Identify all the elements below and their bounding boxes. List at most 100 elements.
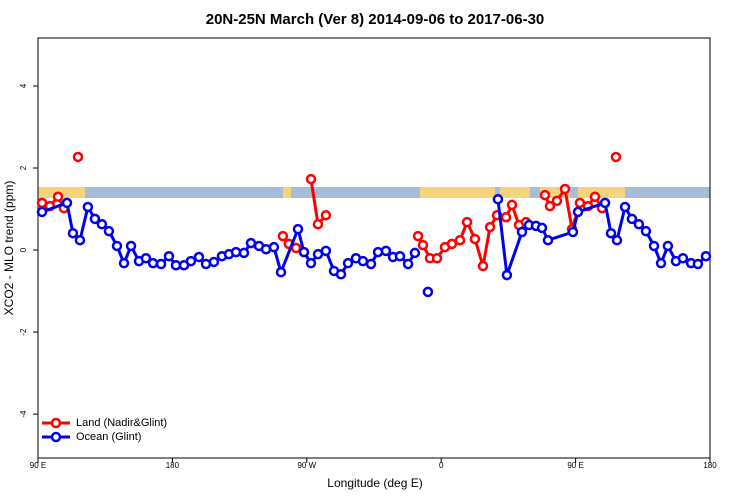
data-point <box>417 239 429 251</box>
x-axis-label: Longitude (deg E) <box>327 476 422 490</box>
data-point <box>312 218 324 230</box>
data-point <box>89 213 101 225</box>
data-point <box>305 173 317 185</box>
data-point <box>611 234 623 246</box>
data-point <box>692 258 704 270</box>
data-point <box>72 151 84 163</box>
data-point <box>640 225 652 237</box>
data-point <box>118 257 130 269</box>
data-point <box>268 241 280 253</box>
data-point <box>67 227 79 239</box>
data-point <box>484 221 496 233</box>
data-point <box>551 195 563 207</box>
data-point <box>567 226 579 238</box>
data-point <box>700 250 712 262</box>
data-point <box>103 225 115 237</box>
data-point <box>619 201 631 213</box>
x-tick-label: 90 W <box>297 461 316 470</box>
data-point <box>477 260 489 272</box>
data-point <box>140 253 152 264</box>
data-point <box>245 237 257 249</box>
y-tick-label: 2 <box>19 165 28 170</box>
x-tick-label: 180 <box>166 461 180 470</box>
data-point <box>610 151 622 163</box>
data-point <box>536 222 548 234</box>
legend-label: Land (Nadir&Glint) <box>76 417 167 429</box>
y-tick-label: -4 <box>19 410 28 418</box>
data-point <box>648 240 660 252</box>
data-point <box>125 240 137 252</box>
data-point <box>372 246 384 258</box>
data-point <box>298 246 310 258</box>
data-point <box>365 258 377 270</box>
data-point <box>662 240 674 252</box>
data-point <box>461 216 473 228</box>
data-point <box>599 197 611 209</box>
data-point <box>572 206 584 218</box>
data-point <box>500 211 512 223</box>
data-point <box>320 245 332 257</box>
data-point <box>469 233 481 245</box>
data-point <box>61 197 73 209</box>
data-point <box>275 266 287 278</box>
data-point <box>446 238 458 250</box>
data-point <box>335 269 347 280</box>
data-point <box>516 226 528 238</box>
data-point <box>170 259 182 271</box>
data-point <box>412 230 424 242</box>
data-point <box>655 257 667 269</box>
data-point <box>454 234 466 246</box>
legend-label: Ocean (Glint) <box>76 431 141 443</box>
data-point <box>501 269 513 281</box>
data-point <box>163 250 175 262</box>
data-point <box>111 240 123 252</box>
plot-frame <box>37 37 711 459</box>
data-point <box>380 245 392 257</box>
data-point <box>74 234 86 246</box>
data-point <box>342 257 354 269</box>
x-tick-label: 180 <box>703 461 717 470</box>
data-point <box>185 255 197 267</box>
data-point <box>82 201 94 213</box>
x-tick-label: 0 <box>439 461 444 470</box>
data-point <box>605 227 617 239</box>
data-point <box>320 209 332 221</box>
x-tick-label: 90 E <box>567 461 583 470</box>
y-axis-label: XCO2 - MLO trend (ppm) <box>2 181 16 316</box>
data-point <box>52 191 64 202</box>
y-tick-label: -2 <box>19 328 28 336</box>
data-point <box>155 258 167 270</box>
data-point <box>431 253 443 264</box>
y-tick-label: 4 <box>19 83 28 88</box>
data-point <box>394 250 406 262</box>
data-point <box>589 191 601 202</box>
legend-marker <box>50 431 62 443</box>
x-tick-label: 90 E <box>30 461 46 470</box>
chart-title: 20N-25N March (Ver 8) 2014-09-06 to 2017… <box>206 11 545 28</box>
data-point <box>402 258 414 270</box>
data-point <box>506 199 518 211</box>
data-point <box>238 247 250 259</box>
data-point <box>409 247 421 259</box>
data-point <box>542 234 554 246</box>
legend-marker <box>50 417 62 429</box>
data-point <box>305 257 317 269</box>
y-tick-label: 0 <box>19 247 28 252</box>
data-point <box>96 218 108 230</box>
data-point <box>36 206 48 218</box>
land-ocean-band <box>38 187 710 198</box>
data-point <box>677 253 689 264</box>
data-point <box>544 200 556 212</box>
data-point <box>193 251 205 263</box>
data-point <box>147 257 159 269</box>
data-point <box>626 213 638 225</box>
data-point <box>357 255 369 267</box>
data-point <box>559 183 571 195</box>
data-point <box>292 223 304 235</box>
data-point <box>422 286 434 298</box>
data-point <box>633 218 645 230</box>
data-point <box>574 197 586 209</box>
data-point <box>277 230 289 242</box>
data-point <box>539 189 551 201</box>
